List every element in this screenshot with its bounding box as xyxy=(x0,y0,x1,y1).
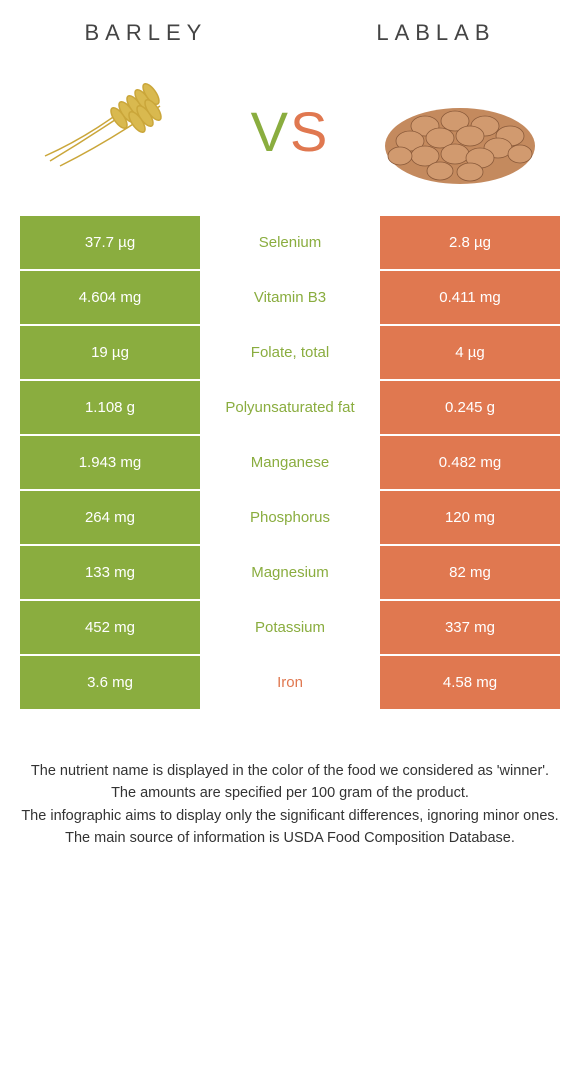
nutrient-name-cell: Phosphorus xyxy=(200,491,380,544)
right-value-cell: 337 mg xyxy=(380,601,560,654)
left-value-cell: 133 mg xyxy=(20,546,200,599)
table-row: 264 mgPhosphorus120 mg xyxy=(20,491,560,544)
nutrient-name-cell: Potassium xyxy=(200,601,380,654)
table-row: 4.604 mgVitamin B30.411 mg xyxy=(20,271,560,324)
left-value-cell: 264 mg xyxy=(20,491,200,544)
left-food-title: BARLEY xyxy=(85,20,208,46)
comparison-table: 37.7 µgSelenium2.8 µg4.604 mgVitamin B30… xyxy=(0,216,580,709)
table-row: 1.943 mgManganese0.482 mg xyxy=(20,436,560,489)
left-value-cell: 3.6 mg xyxy=(20,656,200,709)
nutrient-name-cell: Polyunsaturated fat xyxy=(200,381,380,434)
vs-v-letter: V xyxy=(251,100,290,163)
right-value-cell: 0.245 g xyxy=(380,381,560,434)
footer-line: The main source of information is USDA F… xyxy=(20,828,560,848)
footer-line: The infographic aims to display only the… xyxy=(20,806,560,826)
vs-s-letter: S xyxy=(290,100,329,163)
lablab-image xyxy=(380,81,540,181)
barley-icon xyxy=(40,81,200,181)
lablab-icon xyxy=(380,76,540,186)
left-value-cell: 1.943 mg xyxy=(20,436,200,489)
right-value-cell: 4 µg xyxy=(380,326,560,379)
table-row: 3.6 mgIron4.58 mg xyxy=(20,656,560,709)
table-row: 37.7 µgSelenium2.8 µg xyxy=(20,216,560,269)
left-value-cell: 37.7 µg xyxy=(20,216,200,269)
nutrient-name-cell: Magnesium xyxy=(200,546,380,599)
nutrient-name-cell: Manganese xyxy=(200,436,380,489)
right-value-cell: 0.482 mg xyxy=(380,436,560,489)
table-row: 452 mgPotassium337 mg xyxy=(20,601,560,654)
footer-notes: The nutrient name is displayed in the co… xyxy=(0,711,580,848)
header-row: BARLEY LABLAB xyxy=(0,0,580,76)
right-value-cell: 120 mg xyxy=(380,491,560,544)
nutrient-name-cell: Vitamin B3 xyxy=(200,271,380,324)
right-value-cell: 2.8 µg xyxy=(380,216,560,269)
left-value-cell: 1.108 g xyxy=(20,381,200,434)
table-row: 1.108 gPolyunsaturated fat0.245 g xyxy=(20,381,560,434)
barley-image xyxy=(40,81,200,181)
right-value-cell: 0.411 mg xyxy=(380,271,560,324)
table-row: 19 µgFolate, total4 µg xyxy=(20,326,560,379)
footer-line: The amounts are specified per 100 gram o… xyxy=(20,783,560,803)
right-value-cell: 4.58 mg xyxy=(380,656,560,709)
left-value-cell: 452 mg xyxy=(20,601,200,654)
right-food-title: LABLAB xyxy=(376,20,495,46)
table-row: 133 mgMagnesium82 mg xyxy=(20,546,560,599)
vs-label: VS xyxy=(251,99,330,164)
nutrient-name-cell: Selenium xyxy=(200,216,380,269)
right-value-cell: 82 mg xyxy=(380,546,560,599)
footer-line: The nutrient name is displayed in the co… xyxy=(20,761,560,781)
left-value-cell: 4.604 mg xyxy=(20,271,200,324)
nutrient-name-cell: Iron xyxy=(200,656,380,709)
left-value-cell: 19 µg xyxy=(20,326,200,379)
vs-row: VS xyxy=(0,76,580,216)
nutrient-name-cell: Folate, total xyxy=(200,326,380,379)
